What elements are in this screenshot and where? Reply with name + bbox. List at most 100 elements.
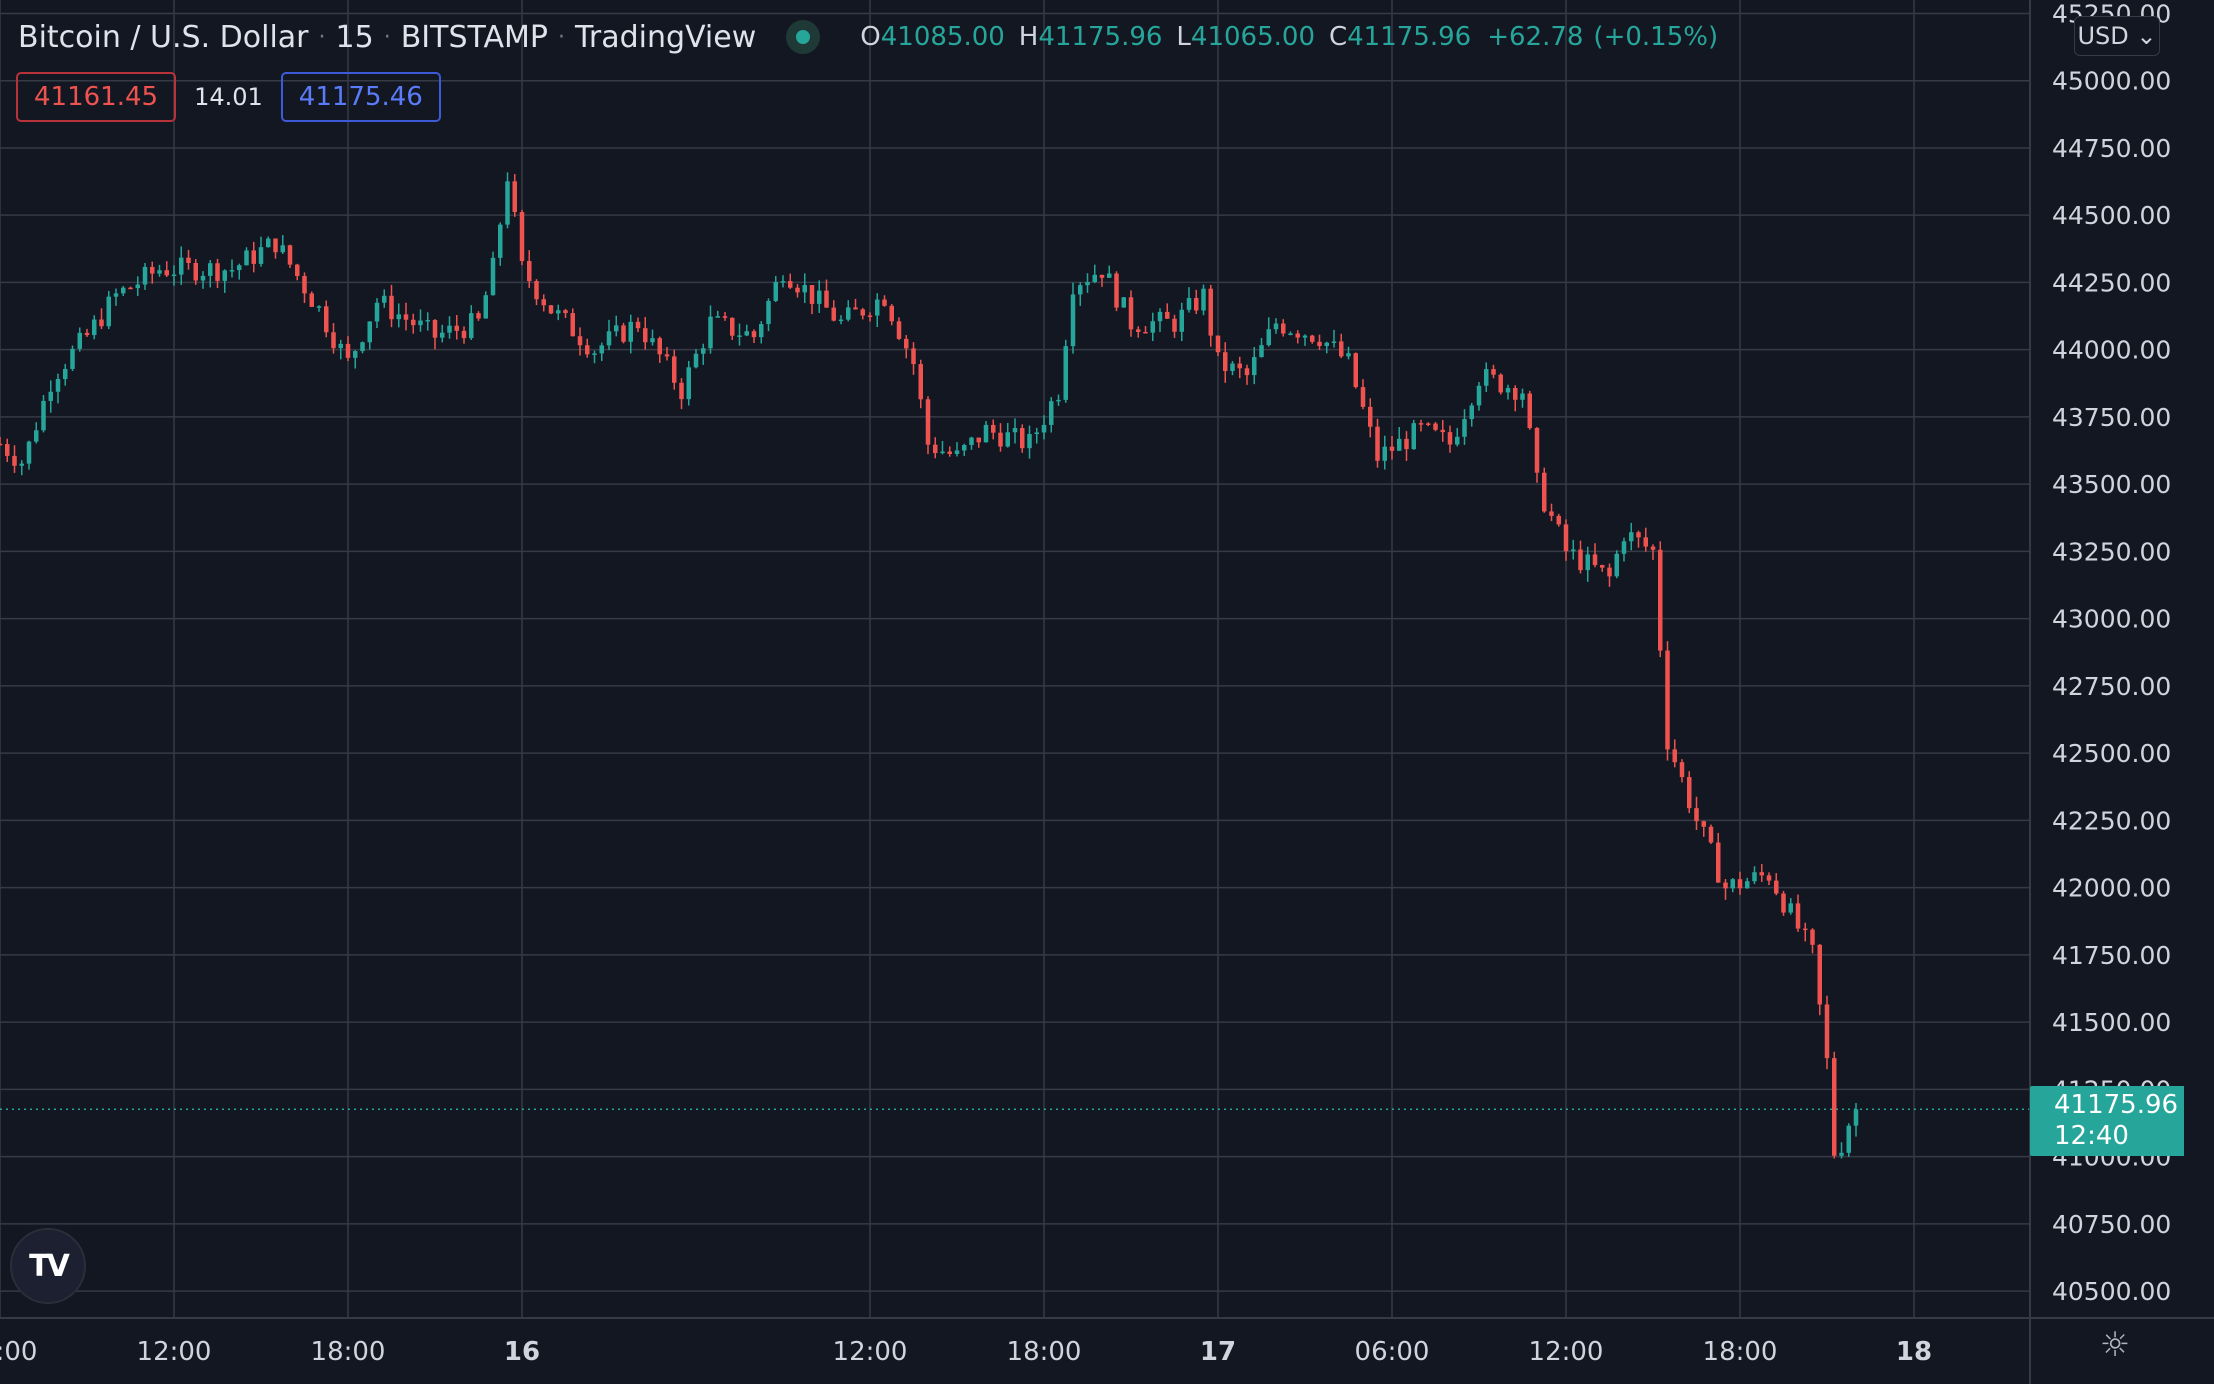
candle-body — [1165, 311, 1170, 319]
candle-body — [374, 302, 380, 322]
interval-label[interactable]: 15 — [335, 19, 374, 55]
candle-body — [1237, 363, 1242, 369]
y-axis-tick-label: 43250.00 — [2052, 537, 2171, 566]
candle-body — [1411, 423, 1416, 450]
candle-body — [1498, 374, 1503, 393]
candle-body — [418, 320, 423, 326]
market-status-icon[interactable] — [786, 20, 821, 54]
candle-body — [135, 284, 140, 289]
candle-body — [1556, 515, 1561, 525]
candle-body — [41, 400, 46, 431]
x-axis-tick-label: 18 — [1896, 1337, 1932, 1367]
candle-body — [1092, 274, 1097, 282]
candle-body — [440, 332, 445, 338]
candle-body — [461, 330, 467, 339]
candle-body — [1143, 331, 1148, 334]
legend-separator: · — [383, 24, 391, 50]
currency-dropdown[interactable]: USD ⌄ — [2074, 16, 2160, 56]
candle-body — [331, 332, 336, 349]
gear-icon[interactable]: ☼ — [2099, 1325, 2131, 1365]
change-percent: (+0.15%) — [1593, 22, 1719, 52]
candle-body — [1832, 1058, 1837, 1156]
candlestick-series — [0, 172, 1859, 1159]
candle-body — [1636, 532, 1641, 538]
candle-body — [809, 285, 815, 304]
y-axis-tick-label: 42500.00 — [2052, 739, 2171, 768]
candle-body — [48, 391, 53, 401]
candle-body — [77, 332, 82, 349]
x-axis-tick-label: 12:00 — [1529, 1337, 1604, 1367]
candle-body — [940, 451, 945, 454]
candle-body — [867, 315, 873, 317]
candle-body — [1215, 335, 1221, 353]
candle-body — [643, 328, 648, 343]
candle-body — [541, 299, 546, 306]
spread-value: 14.01 — [194, 83, 263, 111]
candle-body — [744, 331, 749, 336]
candle-body — [454, 325, 459, 331]
symbol-legend[interactable]: Bitcoin / U.S. Dollar · 15 · BITSTAMP · … — [18, 14, 1718, 60]
candle-body — [1136, 329, 1141, 332]
candle-body — [1440, 429, 1445, 433]
candle-body — [1360, 387, 1366, 407]
candle-body — [1295, 333, 1300, 338]
symbol-name[interactable]: Bitcoin / U.S. Dollar — [18, 19, 309, 55]
candle-body — [621, 325, 626, 342]
candle-body — [838, 319, 844, 322]
candle-body — [295, 264, 300, 276]
candle-body — [229, 270, 235, 272]
candle-body — [193, 262, 198, 281]
close-label: C — [1328, 22, 1348, 52]
candle-body — [1041, 424, 1047, 433]
candle-body — [1592, 554, 1598, 566]
y-axis-tick-label: 43500.00 — [2052, 470, 2171, 499]
y-axis-tick-label: 41500.00 — [2052, 1008, 2171, 1037]
open-value: 41085.00 — [880, 22, 1005, 52]
candle-body — [592, 353, 597, 355]
close-value: 41175.96 — [1347, 22, 1472, 52]
candle-body — [273, 238, 278, 253]
sell-price-button[interactable]: 41161.45 — [16, 72, 177, 122]
candle-body — [309, 293, 314, 307]
y-axis-tick-label: 42000.00 — [2052, 874, 2171, 903]
candle-body — [1273, 323, 1279, 330]
y-axis-tick-label: 45000.00 — [2052, 67, 2171, 96]
candle-body — [121, 287, 126, 294]
candle-body — [1121, 297, 1126, 308]
y-axis-tick-label: 44500.00 — [2052, 201, 2171, 230]
candle-body — [1114, 273, 1119, 308]
candle-body — [918, 364, 923, 400]
x-axis-tick-label: 18:00 — [311, 1337, 386, 1367]
candle-body — [563, 310, 568, 314]
tradingview-logo-icon[interactable]: TV — [10, 1228, 86, 1304]
candle-body — [896, 321, 902, 339]
source-label: TradingView — [575, 19, 757, 55]
candle-body — [831, 307, 836, 321]
candle-body — [548, 305, 554, 314]
y-axis-tick-label: 42250.00 — [2052, 806, 2171, 835]
candle-body — [1723, 882, 1728, 889]
candle-body — [425, 319, 430, 322]
candle-body — [1469, 405, 1474, 420]
candle-body — [933, 444, 938, 454]
candle-body — [287, 245, 293, 265]
candle-body — [1208, 288, 1213, 336]
candle-body — [70, 348, 75, 369]
candle-body — [614, 325, 619, 332]
candle-body — [1578, 549, 1583, 571]
x-axis-tick-label: 16 — [504, 1337, 540, 1367]
candle-body — [1339, 341, 1344, 357]
x-axis-tick-label: 18:00 — [1007, 1337, 1082, 1367]
candle-body — [360, 342, 365, 352]
candle-body — [12, 455, 17, 466]
candle-body — [795, 287, 800, 293]
ohlc-values: O 41085.00 H 41175.96 L 41065.00 C 41175.96 … — [860, 22, 1718, 52]
candle-body — [1397, 438, 1402, 451]
buy-price-button[interactable]: 41175.46 — [280, 72, 441, 122]
candle-body — [1230, 363, 1235, 371]
candle-body — [817, 290, 822, 304]
candle-body — [1658, 549, 1663, 651]
y-axis-tick-label: 43750.00 — [2052, 403, 2171, 432]
